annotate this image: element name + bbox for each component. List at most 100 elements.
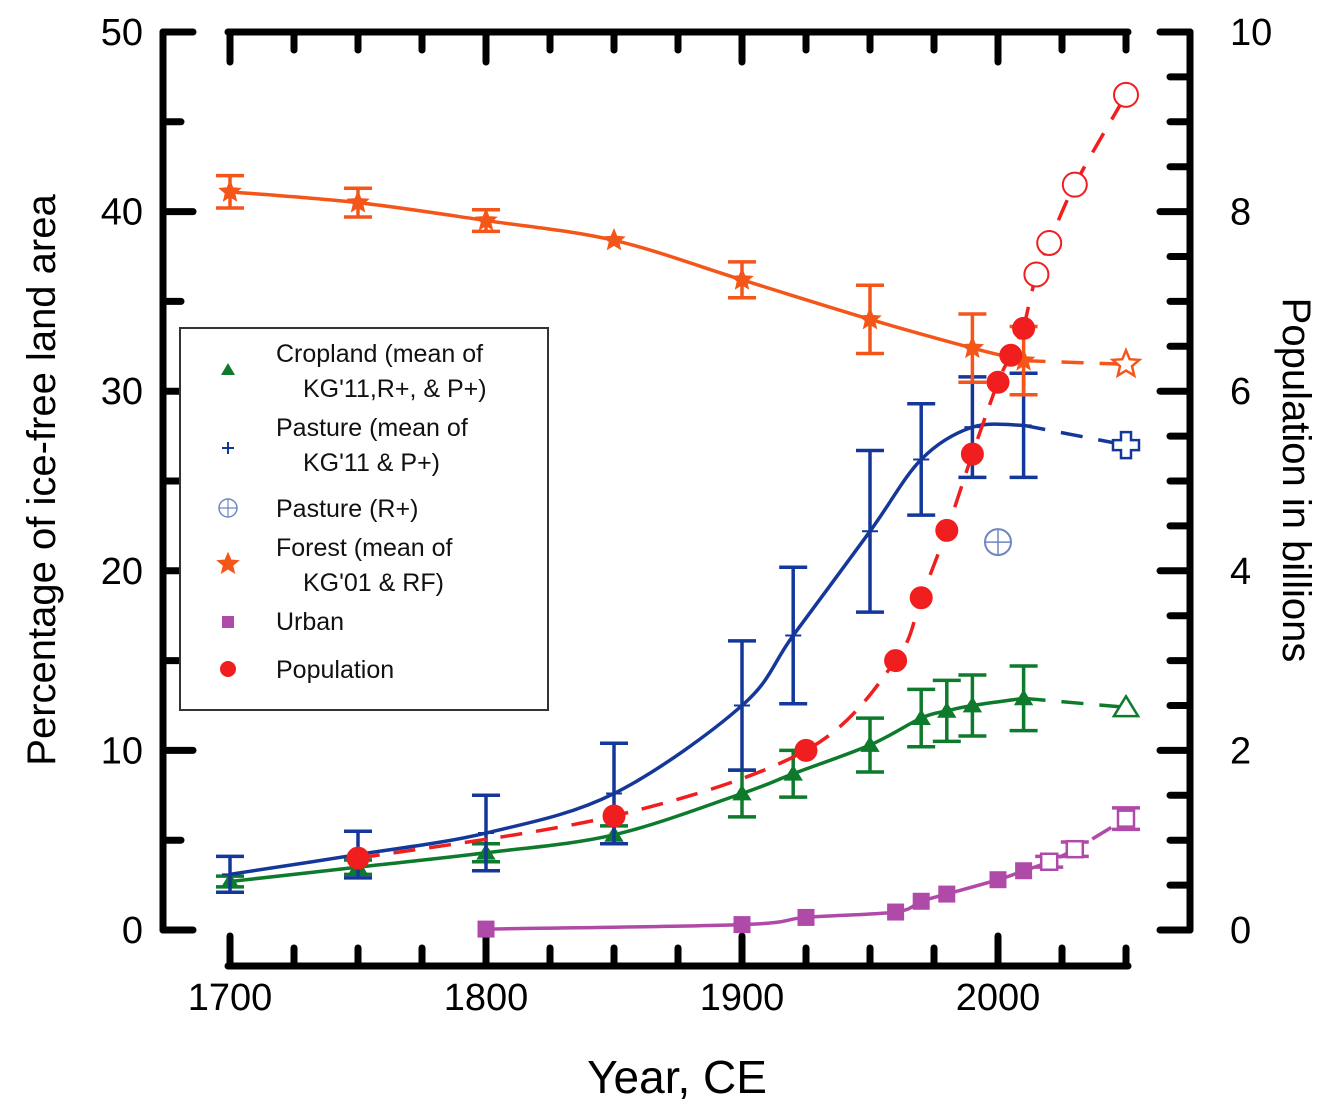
urban-point [989,871,1007,889]
urban-point [912,892,930,910]
cropland-point [860,736,880,752]
y-left-tick-label: 20 [101,551,143,593]
legend-square-icon [222,616,234,628]
forest-point [960,335,985,359]
legend-label: Forest (mean of [276,534,453,562]
series-population [346,81,1139,870]
population-projection-point [1036,230,1063,257]
population-point [935,518,959,542]
y-left-tick-label: 0 [122,910,143,952]
y-left-tick-label: 10 [101,730,143,772]
cropland-point [732,784,752,801]
pasture-point [862,523,878,540]
pasture-projection-point [1111,430,1141,460]
legend-label: KG'11,R+, & P+) [303,375,487,403]
legend-triangle-icon [221,363,235,375]
population-point [986,370,1010,394]
population-point [884,649,908,673]
y-right-tick-label: 6 [1230,371,1251,413]
cropland-point [937,701,957,718]
axes: 0 10 20 30 40 50 0 2 4 6 8 10 1700 1800 1900 2000 [101,12,1273,1019]
cropland-point [783,764,803,781]
urban-point [797,908,815,926]
y-right-tick-label: 2 [1230,730,1251,772]
pasture_r-point-cross [985,529,1011,556]
urban-point [887,903,905,921]
legend-item-cropland: Cropland (mean of KG'11,R+, & P+) [221,340,487,403]
legend-label: KG'01 & RF) [303,569,444,597]
forest-projection-line [1023,358,1127,367]
legend-label: Pasture (R+) [276,495,418,523]
urban-point [477,920,495,938]
cropland-projection-point [1111,693,1141,718]
population-point [999,343,1023,367]
cropland-point [962,696,983,713]
pasture-point [606,785,622,802]
x-tick-label: 1900 [700,977,785,1019]
y-right-tick-label: 4 [1230,551,1251,593]
x-tick-label: 2000 [956,977,1041,1019]
pasture-point [734,697,750,714]
pasture-point [222,866,238,883]
population-point [794,738,818,762]
population-point [602,804,626,828]
forest-projection-point [1109,347,1143,379]
legend-circle-icon [220,661,236,677]
forest-point [730,267,754,290]
legend-label: Pasture (mean of [276,414,468,442]
cropland-point [1013,689,1034,706]
legend-label: Urban [276,608,344,636]
y-axis-right-title: Population in billions [1274,298,1318,663]
series-forest [216,173,1143,397]
legend-item-population: Population [220,656,394,684]
population-point [346,846,370,870]
y-left-tick-label: 30 [101,371,143,413]
population-projection-point [1061,171,1088,198]
legend-circle-plus-cross [219,499,237,517]
pasture-point [1015,417,1032,434]
pasture-point [964,419,981,436]
y-right-tick-label: 10 [1230,12,1272,54]
cropland-projection-line [1023,696,1127,710]
urban-point [1015,862,1033,880]
series-urban [477,806,1140,938]
legend-item-pasture: Pasture (mean of KG'11 & P+) [222,414,468,477]
forest-point [474,208,498,231]
legend-box [179,327,549,711]
legend-label: Population [276,656,394,684]
population-point [960,442,984,466]
urban-point [733,916,751,934]
legend: Cropland (mean of KG'11,R+, & P+) Pasture … [179,327,549,711]
cropland-point [911,709,931,725]
population-projection-point [1023,261,1050,288]
population-point [909,586,933,610]
forest-point [218,179,242,202]
urban-projection-point [1116,809,1136,828]
population-projection-point [1113,81,1139,108]
forest-point [602,227,626,251]
forest-point [346,190,370,213]
legend-label: Cropland (mean of [276,340,483,368]
pasture-point [785,627,802,644]
y-left-tick-label: 50 [101,12,143,54]
legend-plus-icon [222,442,234,454]
legend-item-forest: Forest (mean of KG'01 & RF) [216,534,453,597]
legend-star-icon [216,551,240,574]
series-pasture_r [984,528,1012,557]
legend-item-pasture_r: Pasture (R+) [218,495,418,523]
series-pasture [216,371,1141,895]
forest-point [858,307,882,330]
y-left-tick-label: 40 [101,192,143,234]
x-axis-title: Year, CE [587,1051,767,1103]
urban-point [938,885,956,903]
legend-item-urban: Urban [222,608,344,636]
x-tick-label: 1800 [444,977,529,1019]
population-projection-line [1021,93,1128,329]
urban-projection-point [1039,852,1059,872]
series-layer [216,81,1143,938]
legend-label: KG'11 & P+) [303,449,440,477]
y-right-tick-label: 8 [1230,192,1251,234]
pasture-point [913,451,930,468]
pasture-projection-line [1023,423,1127,447]
